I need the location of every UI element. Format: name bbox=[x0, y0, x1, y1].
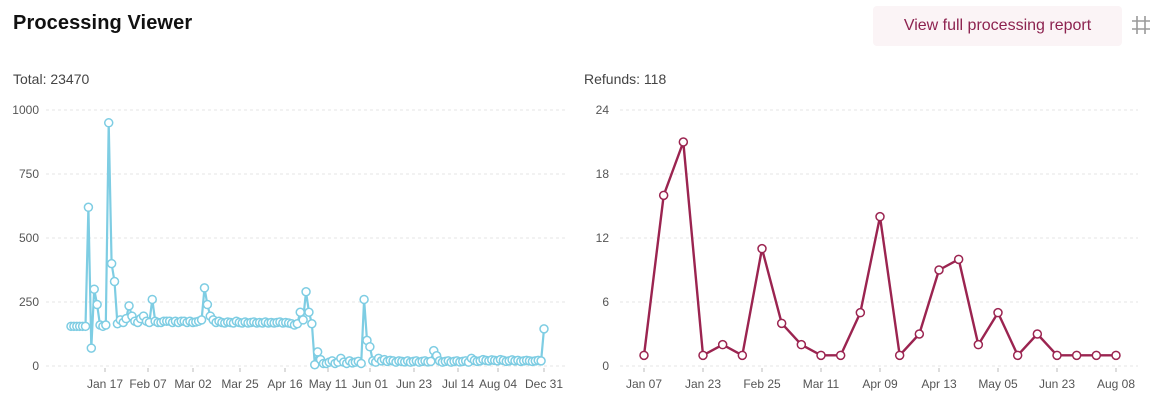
x-tick-label: Jun 23 bbox=[1039, 377, 1075, 391]
refunds-data-point[interactable] bbox=[717, 339, 728, 350]
refunds-data-point[interactable] bbox=[678, 137, 689, 147]
refunds-data-point[interactable] bbox=[1032, 329, 1043, 339]
processing-data-point[interactable] bbox=[103, 118, 114, 128]
x-tick-label: Jun 23 bbox=[396, 377, 432, 391]
processing-data-point[interactable] bbox=[92, 299, 102, 310]
refunds-stat: Refunds: 118 bbox=[584, 71, 667, 87]
view-report-button[interactable]: View full processing report bbox=[873, 6, 1122, 46]
refunds-data-point[interactable] bbox=[993, 307, 1003, 318]
grid-icon[interactable] bbox=[1130, 14, 1152, 36]
processing-data-point[interactable] bbox=[89, 284, 99, 294]
x-tick-label: Feb 07 bbox=[129, 377, 167, 391]
refunds-data-point[interactable] bbox=[1091, 350, 1102, 361]
y-tick-label: 12 bbox=[596, 231, 610, 245]
refunds-data-point[interactable] bbox=[855, 307, 866, 318]
processing-data-point[interactable] bbox=[124, 301, 134, 311]
x-tick-label: Jan 23 bbox=[685, 377, 721, 391]
refunds-data-point[interactable] bbox=[914, 329, 925, 339]
y-tick-label: 24 bbox=[596, 103, 610, 117]
y-tick-label: 18 bbox=[596, 167, 610, 181]
x-tick-label: Mar 25 bbox=[221, 377, 259, 391]
refunds-data-point[interactable] bbox=[1012, 350, 1023, 361]
processing-data-point[interactable] bbox=[196, 315, 207, 325]
refunds-data-point[interactable] bbox=[973, 339, 984, 350]
refunds-data-point[interactable] bbox=[934, 265, 944, 275]
processing-data-point[interactable] bbox=[307, 319, 317, 329]
refunds-data-point[interactable] bbox=[1111, 350, 1121, 361]
x-tick-label: Apr 09 bbox=[862, 377, 898, 391]
x-tick-label: Aug 04 bbox=[479, 377, 517, 391]
refunds-data-point[interactable] bbox=[796, 339, 807, 350]
page-title: Processing Viewer bbox=[13, 12, 193, 34]
x-tick-label: Jan 17 bbox=[87, 377, 123, 391]
x-tick-label: Dec 31 bbox=[525, 377, 563, 391]
processing-data-point[interactable] bbox=[536, 356, 546, 366]
processing-data-point[interactable] bbox=[539, 324, 549, 334]
x-tick-label: Jun 01 bbox=[352, 377, 388, 391]
refunds-data-point[interactable] bbox=[658, 190, 669, 201]
x-tick-label: Mar 11 bbox=[803, 377, 840, 391]
x-tick-label: May 11 bbox=[309, 377, 348, 391]
refunds-data-point[interactable] bbox=[776, 318, 787, 329]
y-tick-label: 0 bbox=[32, 359, 39, 373]
refunds-data-point[interactable] bbox=[698, 350, 708, 361]
y-tick-label: 500 bbox=[19, 231, 39, 245]
y-tick-label: 250 bbox=[19, 295, 39, 309]
processing-data-point[interactable] bbox=[304, 307, 314, 317]
refunds-data-point[interactable] bbox=[816, 350, 826, 361]
processing-data-point[interactable] bbox=[106, 258, 117, 269]
total-stat: Total: 23470 bbox=[13, 71, 90, 87]
processing-data-point[interactable] bbox=[86, 343, 97, 353]
refunds-data-point[interactable] bbox=[757, 243, 767, 254]
processing-data-point[interactable] bbox=[356, 358, 366, 369]
processing-data-point[interactable] bbox=[109, 276, 120, 287]
processing-data-point[interactable] bbox=[80, 321, 91, 332]
processing-data-point[interactable] bbox=[101, 320, 111, 330]
processing-data-point[interactable] bbox=[199, 283, 210, 293]
x-tick-label: Aug 08 bbox=[1097, 377, 1135, 391]
refunds-data-point[interactable] bbox=[875, 211, 885, 222]
processing-data-point[interactable] bbox=[359, 294, 369, 305]
y-tick-label: 1000 bbox=[12, 103, 39, 117]
refunds-data-point[interactable] bbox=[639, 350, 649, 361]
x-tick-label: Feb 25 bbox=[743, 377, 781, 391]
x-tick-label: Jul 14 bbox=[442, 377, 474, 391]
y-tick-label: 6 bbox=[602, 295, 609, 309]
x-tick-label: Apr 13 bbox=[921, 377, 957, 391]
processing-data-point[interactable] bbox=[83, 202, 94, 213]
refunds-data-point[interactable] bbox=[737, 350, 748, 361]
processing-data-point[interactable] bbox=[301, 287, 311, 297]
refunds-data-point[interactable] bbox=[1052, 350, 1062, 361]
processing-data-point[interactable] bbox=[365, 342, 375, 352]
refunds-data-point[interactable] bbox=[1071, 350, 1082, 361]
y-tick-label: 750 bbox=[19, 167, 39, 181]
processing-data-point[interactable] bbox=[310, 359, 320, 370]
refunds-data-point[interactable] bbox=[894, 350, 905, 361]
x-tick-label: Apr 16 bbox=[267, 377, 303, 391]
processing-data-point[interactable] bbox=[298, 315, 308, 325]
processing-data-point[interactable] bbox=[202, 299, 213, 310]
refunds-data-point[interactable] bbox=[835, 350, 846, 361]
y-tick-label: 0 bbox=[602, 359, 609, 373]
processing-data-point[interactable] bbox=[147, 294, 158, 305]
x-tick-label: Mar 02 bbox=[174, 377, 212, 391]
x-tick-label: Jan 07 bbox=[626, 377, 662, 391]
x-tick-label: May 05 bbox=[978, 377, 1018, 391]
refunds-data-point[interactable] bbox=[953, 254, 964, 265]
